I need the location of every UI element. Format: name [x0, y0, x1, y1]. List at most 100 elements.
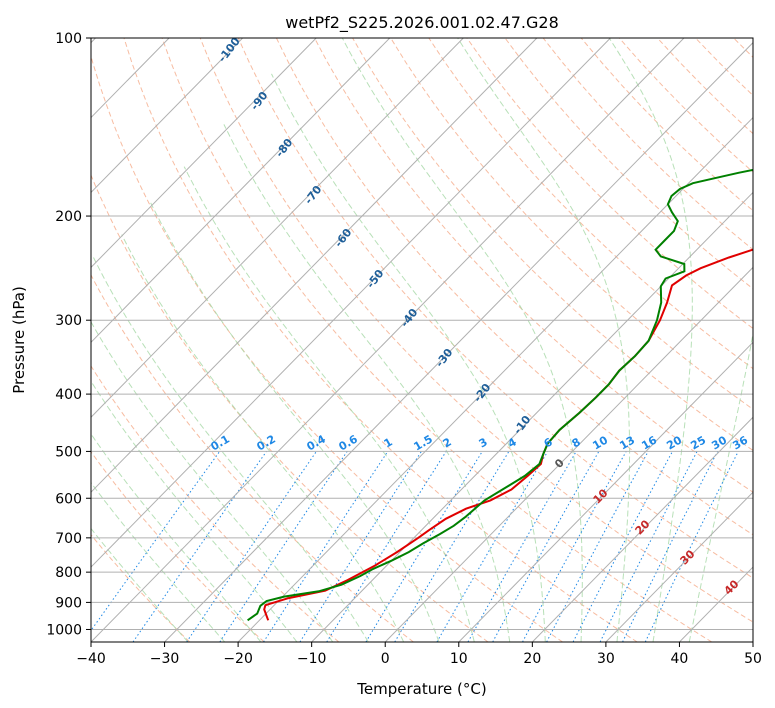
isotherm-gridline — [605, 491, 753, 642]
moist-adiabat — [121, 234, 405, 642]
isotherm-gridline — [164, 41, 753, 642]
isotherm-gridline — [752, 641, 753, 642]
moist-adiabat — [608, 38, 693, 642]
isotherm-gridline — [91, 38, 243, 194]
isotherm-gridline — [458, 341, 753, 642]
dry-adiabat — [504, 38, 753, 290]
moist-adiabat-label: 40 — [722, 577, 742, 597]
mixing-ratio-label: 16 — [639, 433, 659, 452]
mixing-ratio-label: 0.6 — [337, 432, 361, 453]
y-tick-label: 600 — [55, 491, 82, 507]
moist-adiabat — [271, 73, 546, 642]
isotherm-label: -50 — [364, 267, 387, 291]
mixing-ratio-line — [299, 451, 422, 642]
mixing-ratio-label: 1.5 — [412, 432, 435, 453]
dry-adiabat — [657, 38, 753, 135]
dewpoint-profile — [247, 168, 753, 622]
dry-adiabat — [314, 38, 753, 493]
mixing-ratio-line — [91, 451, 221, 632]
y-tick-label: 400 — [55, 387, 82, 403]
mixing-ratio-label: 0.4 — [305, 432, 329, 453]
chart-title: wetPf2_S225.2026.001.02.47.G28 — [285, 13, 559, 33]
mixing-ratio-line — [219, 451, 348, 642]
y-tick-label: 800 — [55, 565, 82, 581]
mixing-ratio-label: 2 — [441, 435, 454, 450]
y-tick-label: 1000 — [46, 622, 82, 638]
mixing-ratio-line — [186, 451, 317, 642]
moist-adiabat — [341, 38, 583, 642]
isotherm-gridline — [91, 38, 685, 642]
x-tick-label: −10 — [297, 651, 327, 667]
mixing-ratio-line — [365, 451, 483, 642]
y-tick-label: 100 — [55, 31, 82, 47]
isotherm-gridline — [91, 38, 464, 418]
isotherm-label: -90 — [248, 89, 271, 113]
mixing-ratio-line — [492, 451, 600, 642]
moist-adiabat-label: 10 — [591, 486, 611, 506]
mixing-ratio-line — [467, 451, 577, 642]
dry-adiabat — [91, 173, 489, 642]
y-tick-label: 300 — [55, 313, 82, 329]
dry-adiabat — [352, 38, 753, 452]
y-tick-label: 200 — [55, 209, 82, 225]
moist-adiabat — [223, 124, 511, 642]
moist-adiabat — [91, 527, 189, 642]
mixing-ratio-line — [394, 451, 510, 642]
x-tick-label: 30 — [597, 651, 615, 667]
mixing-ratio-label: 0.2 — [255, 432, 278, 453]
isotherm-gridline — [91, 38, 611, 568]
dry-adiabat — [390, 38, 753, 410]
dry-adiabat — [733, 38, 753, 58]
y-tick-label: 500 — [55, 444, 82, 460]
dry-adiabat — [91, 450, 265, 642]
mixing-ratio-label: 30 — [709, 433, 729, 452]
mixing-ratio-label: 4 — [506, 435, 519, 450]
mixing-ratio-line — [622, 451, 719, 642]
isotherm-gridline — [311, 191, 753, 642]
moist-adiabat — [91, 380, 298, 642]
mixing-ratio-label: 10 — [590, 433, 610, 452]
mixing-ratio-line — [546, 451, 649, 642]
y-tick-label: 700 — [55, 531, 82, 547]
dry-adiabat — [123, 38, 638, 642]
moist-adiabat — [457, 38, 631, 642]
isotherm-label: -80 — [273, 136, 296, 160]
moist-adiabat — [91, 433, 262, 642]
y-tick-label: 900 — [55, 595, 82, 611]
moist-adiabat — [183, 166, 475, 642]
dry-adiabat — [275, 38, 753, 536]
moist-adiabat — [688, 331, 753, 642]
mixing-ratio-label: 13 — [617, 434, 637, 453]
moist-adiabat-label: 30 — [678, 547, 698, 567]
moist-adiabat — [93, 257, 369, 642]
mixing-ratio-label: 3 — [477, 435, 490, 450]
dry-adiabat — [91, 534, 191, 642]
x-tick-label: −40 — [76, 651, 106, 667]
x-tick-label: 0 — [381, 651, 390, 667]
x-tick-label: 40 — [671, 651, 689, 667]
isotherm-gridline — [91, 38, 391, 344]
mixing-ratio-line — [263, 451, 389, 642]
dry-adiabat — [695, 38, 753, 97]
isotherm-gridline — [531, 416, 753, 642]
x-axis-label: Temperature (°C) — [356, 680, 486, 698]
mixing-ratio-label: 0.1 — [209, 432, 232, 453]
dry-adiabat — [91, 365, 340, 642]
dry-adiabat — [161, 38, 713, 642]
mixing-ratio-line — [436, 451, 549, 642]
moist-adiabat — [150, 202, 440, 642]
dry-adiabat — [580, 38, 753, 212]
mixing-ratio-line — [522, 451, 627, 642]
temperature-profile — [263, 248, 753, 621]
x-tick-label: 10 — [450, 651, 468, 667]
isotherm-gridline — [91, 38, 538, 493]
isotherm-gridline — [91, 38, 317, 269]
x-tick-label: 50 — [744, 651, 762, 667]
dry-adiabat — [428, 38, 753, 370]
dry-adiabat — [237, 38, 753, 579]
x-tick-label: −20 — [223, 651, 253, 667]
isotherm-gridline — [237, 116, 753, 642]
plot-frame — [90, 37, 754, 643]
